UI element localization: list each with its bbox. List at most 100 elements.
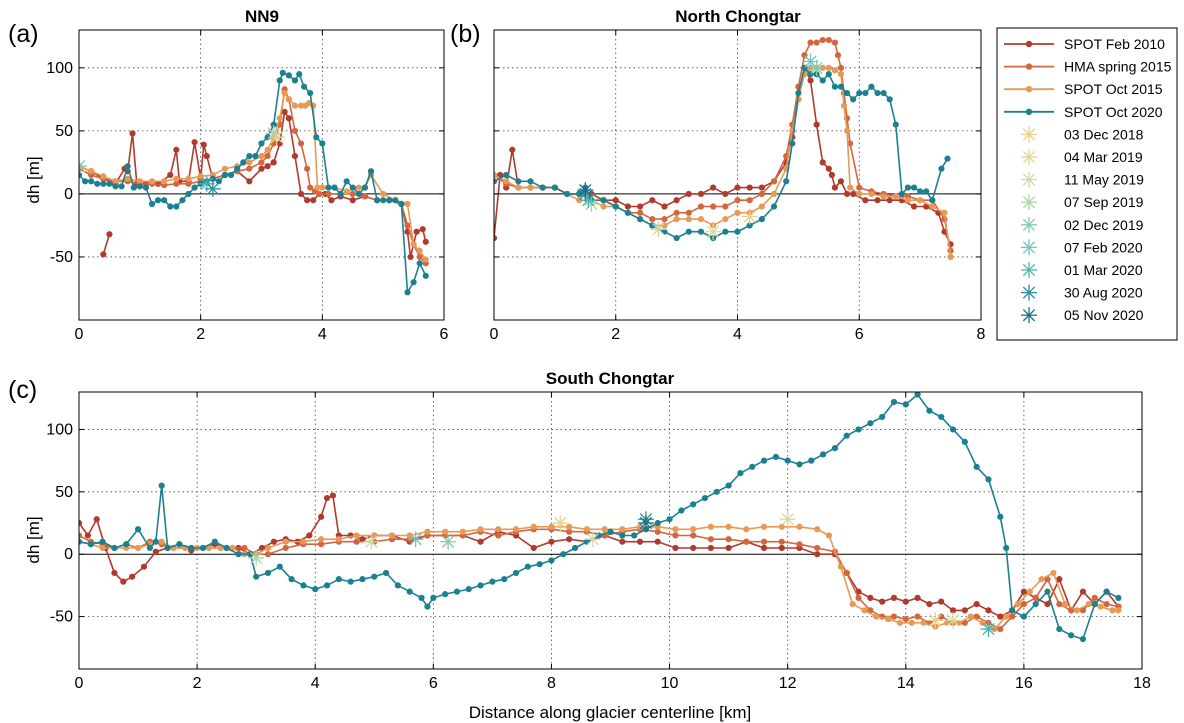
data-point <box>690 544 697 552</box>
data-point <box>1056 576 1063 583</box>
data-point <box>796 541 803 548</box>
data-point <box>310 197 317 204</box>
data-point <box>270 121 277 128</box>
data-point <box>112 183 119 190</box>
data-point <box>282 544 289 552</box>
data-point <box>874 89 881 97</box>
data-point <box>825 36 832 44</box>
data-point <box>404 200 411 208</box>
legend-swatch-marker <box>1025 63 1033 70</box>
data-point <box>834 52 842 59</box>
data-point <box>353 538 360 545</box>
data-point <box>81 178 89 185</box>
data-point <box>961 438 968 446</box>
star-marker-03-dec-2018 <box>927 612 944 629</box>
data-point <box>130 184 137 191</box>
legend-swatch-star <box>1021 126 1037 143</box>
data-point <box>118 183 125 190</box>
data-point <box>361 193 369 200</box>
data-point <box>1026 588 1033 595</box>
data-point <box>247 551 254 558</box>
data-point <box>288 576 295 583</box>
data-point <box>985 607 992 614</box>
data-point <box>949 607 957 614</box>
data-point <box>807 39 814 46</box>
data-point <box>807 77 814 84</box>
data-point <box>264 163 271 170</box>
legend-item-07-feb-2020: 07 Feb 2020 <box>1021 239 1143 256</box>
x-tick-label: 18 <box>1133 675 1151 692</box>
data-point <box>413 228 420 235</box>
data-point <box>106 231 113 238</box>
data-point <box>867 420 874 427</box>
data-point <box>84 532 91 539</box>
data-point <box>770 203 778 210</box>
data-point <box>678 507 685 514</box>
data-point <box>923 188 930 195</box>
data-point <box>359 576 366 583</box>
data-point <box>831 83 839 90</box>
star-marker-03-dec-2018 <box>741 208 758 225</box>
data-point <box>673 209 680 216</box>
data-point <box>808 457 815 464</box>
data-point <box>917 197 924 204</box>
data-point <box>246 178 253 185</box>
legend-items: SPOT Feb 2010 HMA spring 2015 SPOT Oct 201… <box>1004 36 1172 324</box>
data-point <box>410 279 417 286</box>
data-point <box>571 544 579 552</box>
data-point <box>331 184 338 191</box>
legend-label: 11 May 2019 <box>1064 172 1144 188</box>
legend: SPOT Feb 2010 HMA spring 2015 SPOT Oct 201… <box>996 27 1178 341</box>
data-point <box>422 238 429 245</box>
data-point <box>319 184 326 191</box>
data-point <box>234 165 241 172</box>
data-point <box>789 140 796 147</box>
data-point <box>690 501 697 508</box>
data-point <box>120 578 127 585</box>
data-point <box>140 563 148 570</box>
panel-a-title: NN9 <box>245 7 279 26</box>
data-point <box>917 188 924 195</box>
data-point <box>1038 576 1045 583</box>
data-point <box>382 569 390 577</box>
data-point <box>359 536 366 543</box>
data-point <box>167 171 174 179</box>
data-point <box>672 526 679 533</box>
data-point <box>843 432 850 439</box>
data-point <box>515 184 522 191</box>
data-point <box>465 586 472 593</box>
data-point <box>624 209 632 216</box>
data-point <box>300 83 308 90</box>
data-point <box>88 168 95 175</box>
data-point <box>722 190 729 198</box>
series-spot-oct-2015 <box>79 89 429 263</box>
data-point <box>1115 607 1122 614</box>
data-point <box>920 619 927 626</box>
data-point <box>79 538 83 545</box>
data-point <box>666 516 673 523</box>
data-point <box>281 89 288 97</box>
data-point <box>884 615 892 623</box>
series-line-spot-feb-2010 <box>79 494 1120 618</box>
data-point <box>264 146 271 153</box>
data-point <box>291 152 299 160</box>
data-point <box>825 165 832 172</box>
data-point <box>424 603 431 610</box>
data-point <box>442 528 449 535</box>
data-point <box>1050 569 1057 577</box>
star-marker-04-mar-2019 <box>945 612 962 629</box>
data-point <box>152 538 159 545</box>
data-point <box>908 619 915 626</box>
data-point <box>649 197 656 204</box>
series-group <box>79 392 1122 643</box>
data-point <box>880 89 887 97</box>
data-point <box>661 216 668 223</box>
data-point <box>297 140 305 147</box>
series-line-spot-oct-2020 <box>79 393 1119 641</box>
data-point <box>291 102 299 109</box>
data-point <box>722 203 729 210</box>
data-point <box>563 190 571 198</box>
data-point <box>548 538 555 545</box>
data-point <box>1020 601 1027 608</box>
legend-swatch-star <box>1021 216 1037 233</box>
